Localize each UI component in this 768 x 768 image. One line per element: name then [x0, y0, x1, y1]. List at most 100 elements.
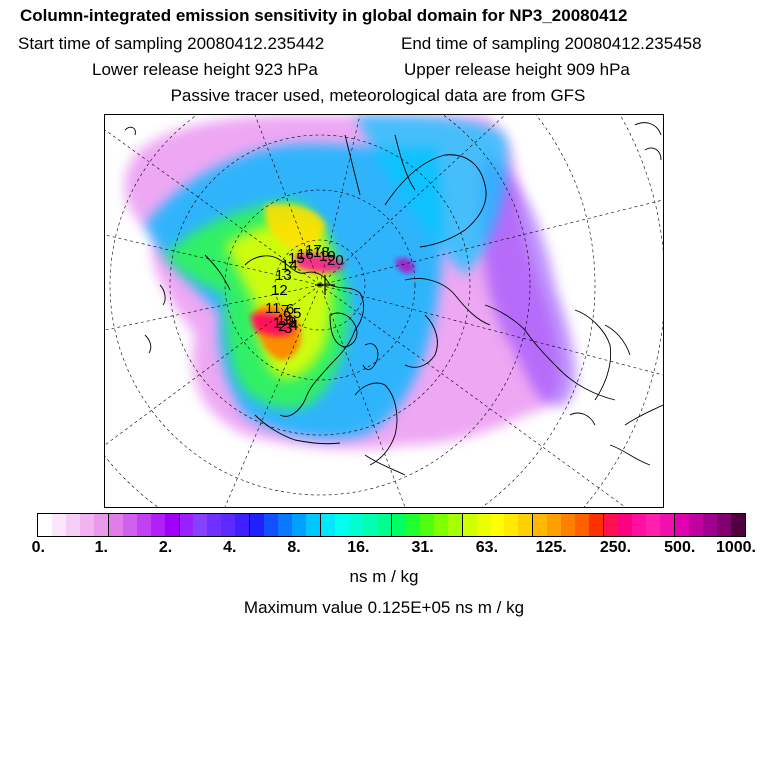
colorbar-segment	[221, 514, 236, 536]
traj-label-14: 14	[281, 257, 298, 274]
colorbar-segment	[306, 514, 322, 536]
colorbar	[37, 513, 746, 537]
traj-label-9: 9	[283, 308, 291, 325]
colorbar-segment	[618, 514, 633, 536]
colorbar-segment	[547, 514, 562, 536]
colorbar-segment	[391, 514, 406, 536]
colorbar-segment	[376, 514, 392, 536]
colorbar-segment	[136, 514, 151, 536]
colorbar-segment	[730, 514, 745, 536]
colorbar-segment	[447, 514, 463, 536]
traj-label-10: 10	[277, 312, 294, 329]
colorbar-segment	[659, 514, 675, 536]
colorbar-segment	[164, 514, 180, 536]
field-east-plume	[481, 155, 576, 407]
colorbar-segment	[108, 514, 123, 536]
colorbar-segment	[264, 514, 279, 536]
colorbar-tick-label: 250.	[599, 539, 632, 556]
traj-label-4: 4	[290, 317, 298, 334]
upper-release-height: Upper release height 909 hPa	[404, 60, 630, 79]
plot-title: Column-integrated emission sensitivity i…	[20, 6, 628, 25]
colorbar-tick-label: 16.	[347, 539, 370, 556]
colorbar-segment	[674, 514, 689, 536]
traj-label-20: 20	[327, 252, 344, 269]
colorbar-tick-label: 31.	[411, 539, 434, 556]
colorbar-segment	[122, 514, 137, 536]
colorbar-segment	[490, 514, 505, 536]
colorbar-segment	[716, 514, 731, 536]
traj-label-13: 13	[275, 267, 292, 284]
graticule	[105, 115, 663, 507]
colorbar-tick-label: 4.	[223, 539, 237, 556]
colorbar-segment	[688, 514, 703, 536]
colorbar-segment	[533, 514, 548, 536]
traj-label-12: 12	[271, 282, 288, 299]
colorbar-segment	[632, 514, 646, 536]
receptor-marker	[315, 275, 335, 295]
colorbar-segment	[433, 514, 448, 536]
end-time: End time of sampling 20080412.235458	[401, 34, 702, 53]
colorbar-segment	[589, 514, 605, 536]
colorbar-segment	[292, 514, 307, 536]
colorbar-segment	[419, 514, 434, 536]
field-north-blue	[355, 115, 508, 275]
colorbar-segment	[561, 514, 576, 536]
map-panel: 11 12 13 14 15 16 17 18 19 20 10 9 8 7 6…	[104, 114, 664, 508]
colorbar-tick-label: 1.	[94, 539, 108, 556]
colorbar-tick-label: 0.	[31, 539, 46, 556]
colorbar-tick-label: 8.	[287, 539, 301, 556]
colorbar-segment	[51, 514, 66, 536]
polar-map: 11 12 13 14 15 16 17 18 19 20 10 9 8 7 6…	[105, 115, 663, 507]
colorbar-segment	[645, 514, 660, 536]
colorbar-ticks: 0. 1. 2. 4. 8. 16. 31. 63. 125. 250. 500. 1000.	[0, 539, 768, 559]
colorbar-tick-label: 125.	[535, 539, 567, 556]
colorbar-tick-label: 63.	[475, 539, 499, 556]
colorbar-segment	[38, 514, 52, 536]
colorbar-segment	[476, 514, 491, 536]
colorbar-segment	[335, 514, 349, 536]
colorbar-units: ns m / kg	[349, 567, 419, 586]
traj-label-17: 17	[305, 242, 322, 259]
traj-label-8: 8	[288, 314, 296, 331]
traj-label-11: 11	[265, 300, 281, 317]
colorbar-segment	[207, 514, 222, 536]
colorbar-segment	[575, 514, 590, 536]
traj-label-15: 15	[288, 250, 305, 267]
field-magenta-spot	[395, 258, 415, 274]
field-magenta-core	[295, 253, 345, 273]
colorbar-segment	[179, 514, 194, 536]
traj-label-7: 7	[281, 302, 289, 319]
colorbar-segment	[193, 514, 208, 536]
trajectory-labels: 11 12 13 14 15 16 17 18 19 20 10 9 8 7 6…	[265, 242, 344, 337]
colorbar-segment	[702, 514, 717, 536]
start-time: Start time of sampling 20080412.235442	[18, 34, 325, 53]
colorbar-segment	[405, 514, 420, 536]
colorbar-segment	[504, 514, 519, 536]
field-red-core	[250, 313, 295, 337]
maximum-value: Maximum value 0.125E+05 ns m / kg	[243, 598, 525, 617]
colorbar-segment	[604, 514, 619, 536]
sensitivity-field	[124, 115, 576, 450]
colorbar-tick-label: 2.	[158, 539, 173, 556]
traj-label-3: 3	[284, 320, 292, 337]
colorbar-segment	[462, 514, 477, 536]
traj-label-16: 16	[297, 246, 314, 263]
colorbar-segment	[65, 514, 80, 536]
colorbar-segment	[518, 514, 534, 536]
colorbar-segment	[150, 514, 165, 536]
colorbar-segment	[362, 514, 377, 536]
colorbar-segment	[250, 514, 265, 536]
traj-label-2: 2	[278, 318, 286, 335]
colorbar-segment	[235, 514, 251, 536]
colorbar-tick-label: 500.	[664, 539, 696, 556]
field-yellow-north	[264, 203, 325, 249]
traj-label-6: 6	[286, 301, 294, 318]
traj-label-1: 1	[273, 315, 281, 332]
tracer-note: Passive tracer used, meteorological data…	[170, 86, 586, 105]
lower-release-height: Lower release height 923 hPa	[92, 60, 318, 79]
traj-label-19: 19	[319, 248, 336, 265]
colorbar-segment	[278, 514, 293, 536]
traj-label-5: 5	[293, 305, 301, 322]
colorbar-tick-label: 1000.	[715, 539, 757, 556]
colorbar-segment	[321, 514, 336, 536]
